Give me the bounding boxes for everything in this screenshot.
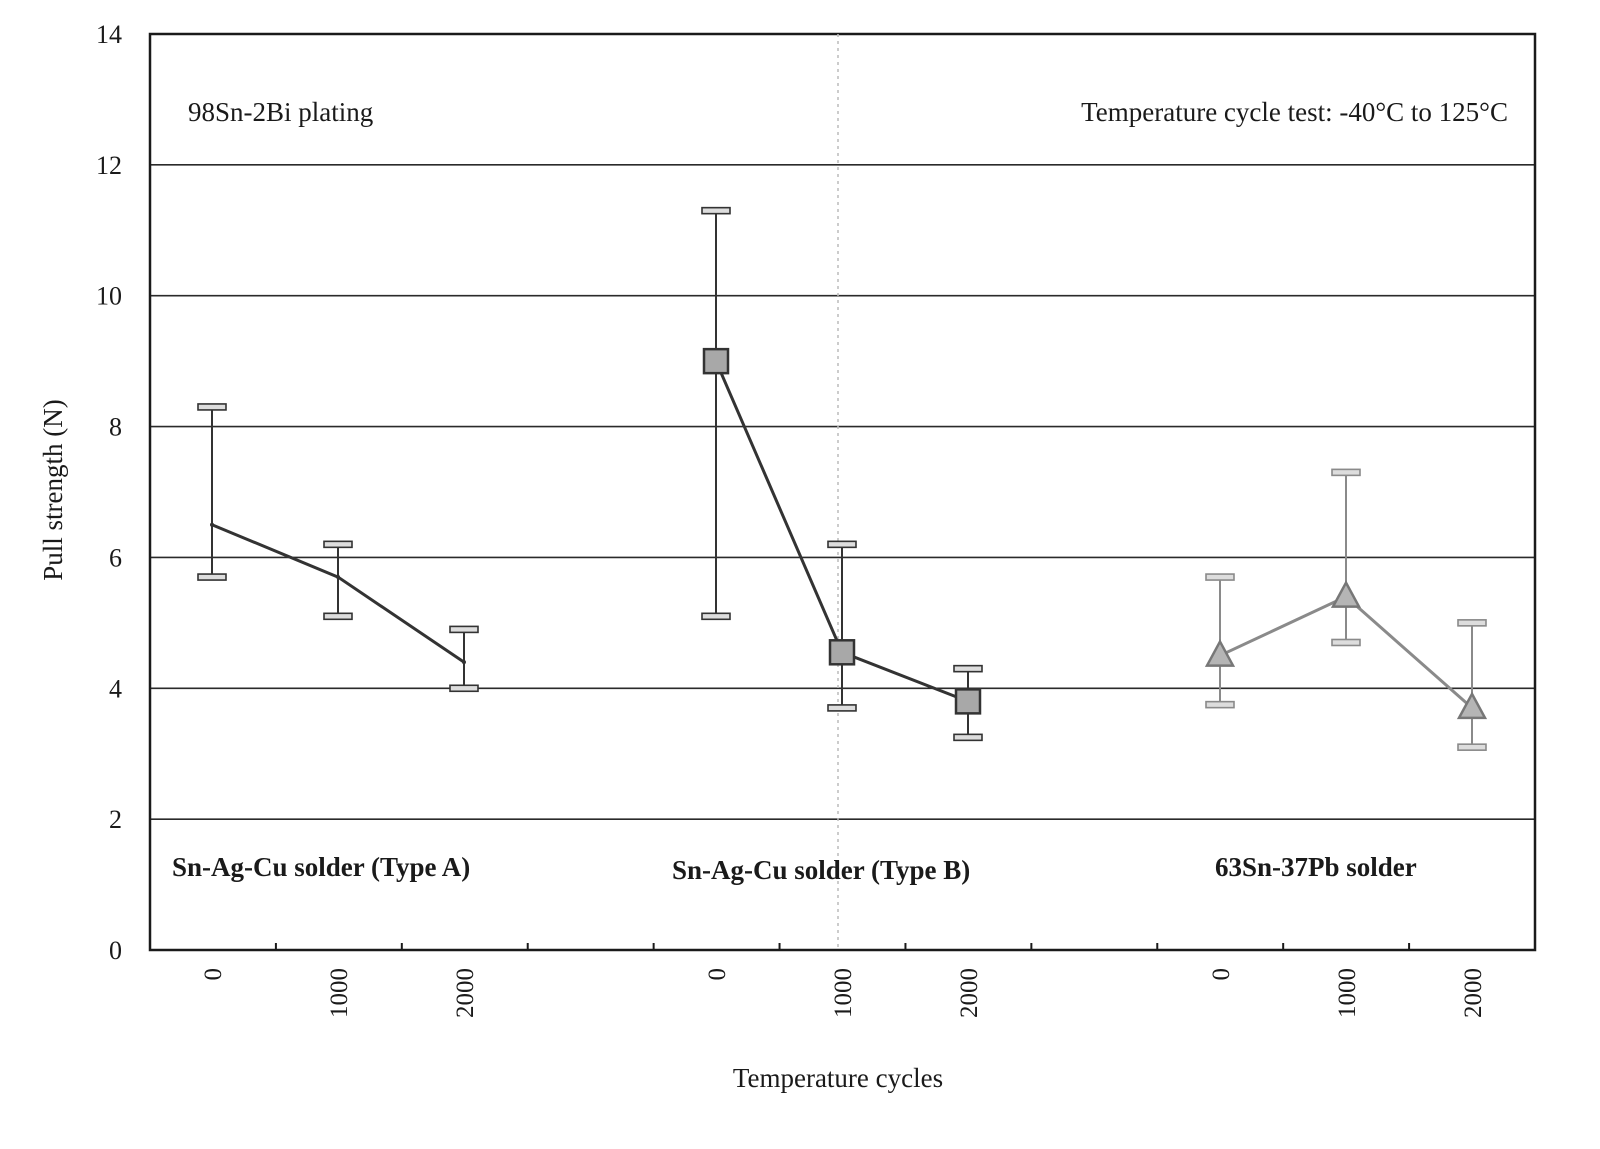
data-point	[336, 575, 340, 580]
x-tick-label-g1-0: 0	[200, 968, 227, 981]
error-bar-cap-high	[701, 206, 731, 215]
error-bar-cap-high	[1331, 468, 1361, 477]
x-tick-label-g1-1000: 1000	[326, 968, 353, 1018]
group-label-snpb: 63Sn-37Pb solder	[1215, 852, 1417, 882]
error-bar-cap-low	[449, 684, 479, 693]
error-bar-cap-high	[449, 625, 479, 634]
group-label-type-a: Sn-Ag-Cu solder (Type A)	[172, 852, 470, 882]
error-bar-cap-high	[1205, 573, 1235, 581]
y-axis-title: Pull strength (N)	[38, 399, 68, 581]
y-tick-label-10: 10	[96, 282, 122, 311]
data-point-square	[702, 347, 730, 375]
x-axis-title: Temperature cycles	[733, 1063, 943, 1093]
series-layer	[197, 206, 1488, 751]
test-condition-annotation: Temperature cycle test: -40°C to 125°C	[1081, 97, 1508, 127]
error-bar-cap-low	[953, 733, 983, 742]
series-group-1	[197, 403, 479, 693]
x-tick-label-g2-0: 0	[704, 968, 731, 981]
y-axis-ticks: 0 2 4 6 8 10 12 14	[96, 20, 122, 965]
error-bar-cap-low	[1205, 700, 1235, 709]
x-tick-label-g3-1000: 1000	[1334, 968, 1361, 1018]
data-point	[210, 522, 214, 527]
error-bar-cap-low	[1457, 743, 1487, 751]
data-point-square	[828, 639, 856, 666]
grid-lines	[150, 164, 1535, 820]
y-tick-label-8: 8	[109, 413, 122, 442]
y-tick-label-2: 2	[109, 805, 122, 834]
series-group-3	[1204, 468, 1488, 751]
y-tick-label-12: 12	[96, 151, 122, 180]
error-bar-cap-high	[827, 540, 857, 549]
x-tick-label-g3-2000: 2000	[1460, 968, 1487, 1018]
error-bar-cap-low	[701, 612, 731, 621]
data-point-triangle	[1330, 580, 1362, 608]
error-bar-cap-low	[1331, 638, 1361, 647]
error-bar-cap-low	[323, 612, 353, 621]
data-point-square	[954, 688, 982, 715]
error-bar-cap-low	[197, 573, 227, 581]
data-point-triangle	[1204, 638, 1236, 667]
error-bar-cap-high	[1457, 619, 1487, 627]
error-bar-cap-low	[827, 704, 857, 712]
x-tick-label-g1-2000: 2000	[452, 968, 479, 1018]
y-tick-label-0: 0	[109, 936, 122, 965]
error-bar-cap-high	[953, 664, 983, 673]
error-bar-cap-high	[197, 403, 227, 411]
y-tick-label-14: 14	[96, 20, 122, 49]
x-tick-label-g3-0: 0	[1208, 968, 1235, 981]
error-bar-cap-high	[323, 540, 353, 549]
x-tick-label-g2-1000: 1000	[830, 968, 857, 1018]
series-group-2	[701, 206, 983, 742]
data-point-triangle	[1456, 691, 1488, 720]
plot-area-frame	[148, 32, 1537, 952]
plating-annotation: 98Sn-2Bi plating	[188, 97, 373, 127]
y-tick-label-4: 4	[109, 674, 122, 703]
x-axis-ticks: 0 1000 2000 0 1000 2000 0 1000 2000	[200, 943, 1487, 1018]
x-tick-label-g2-2000: 2000	[956, 968, 983, 1018]
y-tick-label-6: 6	[109, 543, 122, 572]
group-label-type-b: Sn-Ag-Cu solder (Type B)	[672, 855, 970, 885]
data-point	[462, 660, 466, 665]
